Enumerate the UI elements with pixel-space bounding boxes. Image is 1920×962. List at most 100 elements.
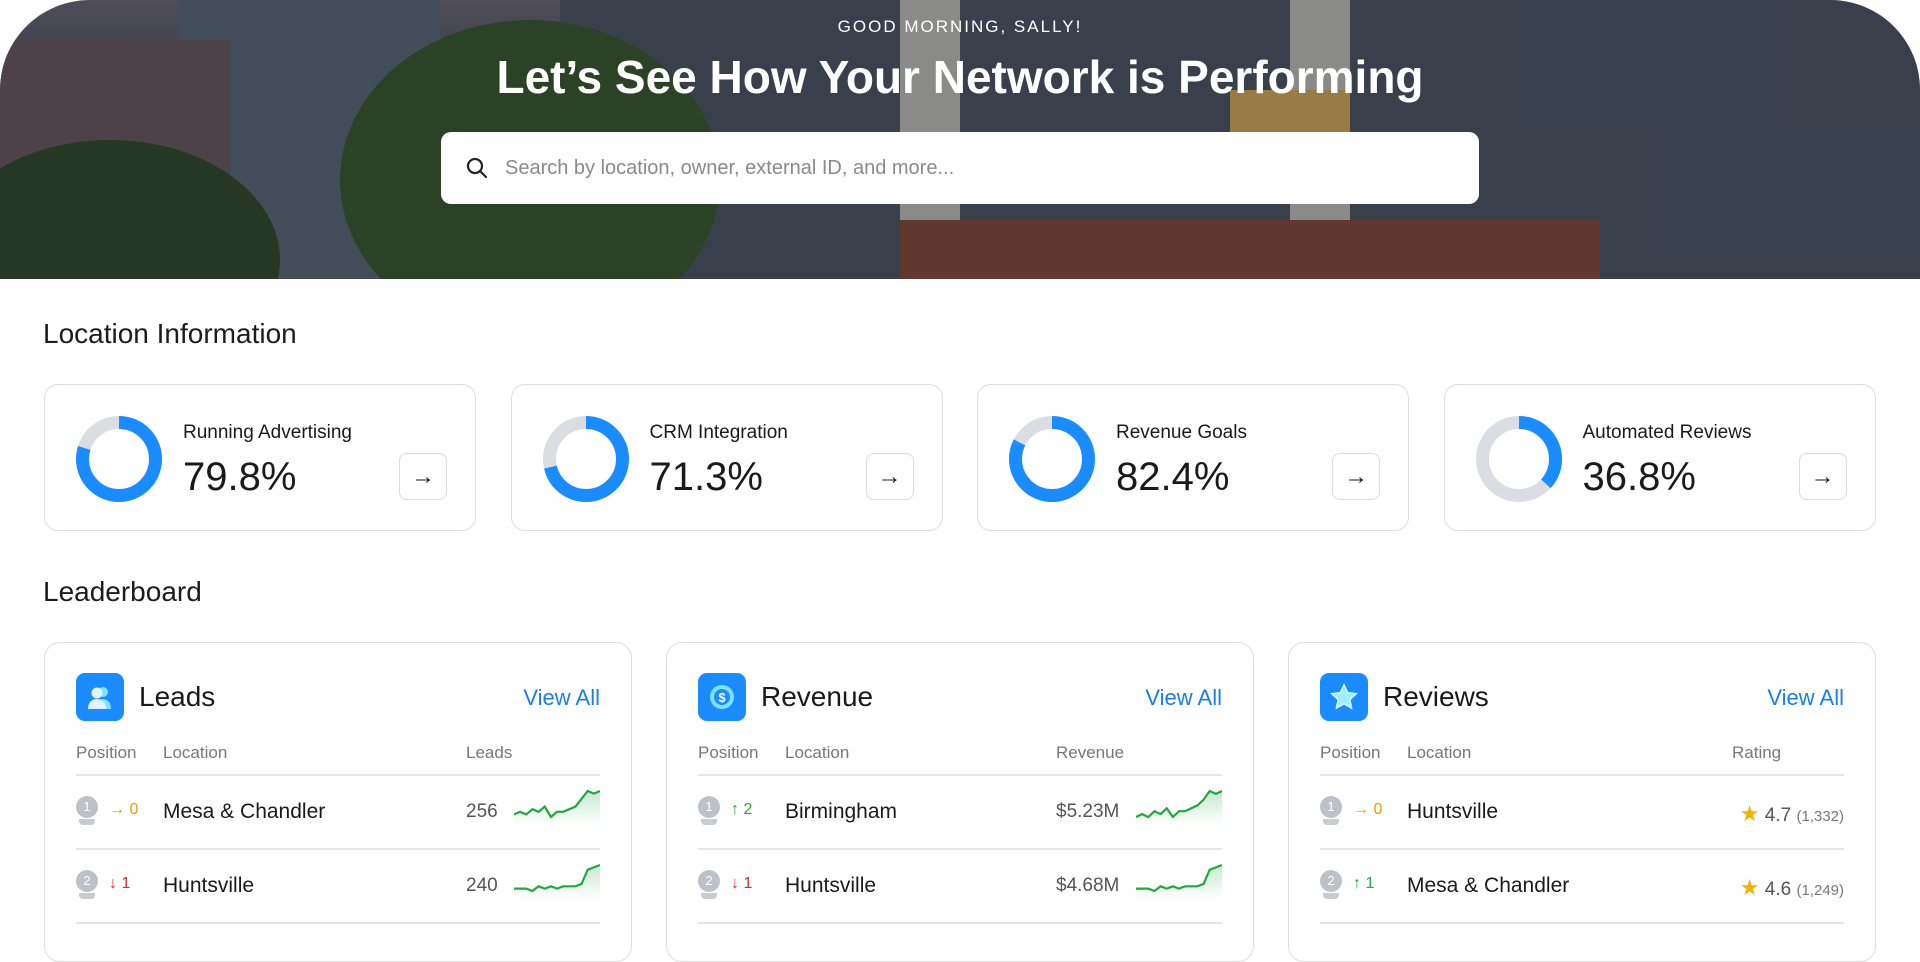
divider — [698, 848, 1222, 850]
table-row[interactable]: 2 ↑ 1 Mesa & Chandler ★ 4.6 (1,249) — [1320, 867, 1844, 907]
arrow-right-icon: → — [877, 462, 902, 490]
divider — [76, 774, 600, 776]
divider — [76, 922, 600, 924]
position-change: ↑ 1 — [1353, 875, 1375, 892]
table-row[interactable]: 2 ↓ 1 Huntsville 240 — [76, 863, 600, 907]
sparkline — [514, 863, 600, 899]
view-all-link[interactable]: View All — [1767, 685, 1844, 710]
donut-fill — [542, 416, 629, 502]
medal-icon: 1 — [1320, 796, 1344, 825]
kpi-value: 82.4% — [1116, 455, 1230, 499]
col-location: Location — [163, 743, 228, 762]
dollar-icon: $ — [698, 673, 746, 721]
users-icon — [76, 673, 124, 721]
arrow-right-icon: → — [411, 462, 435, 490]
medal-icon: 1 — [698, 796, 722, 825]
board-title: Reviews — [1383, 681, 1489, 712]
sparkline-line — [1136, 863, 1222, 893]
donut-chart — [1009, 416, 1095, 502]
divider — [1320, 922, 1844, 924]
position-change: → 0 — [1353, 801, 1383, 818]
col-position: Position — [1320, 743, 1381, 762]
col-position: Position — [76, 743, 137, 762]
col-metric: Leads — [466, 743, 513, 762]
star-icon — [1320, 673, 1368, 721]
position-change: → 0 — [109, 801, 139, 818]
kpi-label: Automated Reviews — [1582, 422, 1752, 443]
location-name: Huntsville — [163, 874, 255, 897]
donut-fill — [76, 416, 162, 502]
star-icon: ★ — [1739, 875, 1760, 900]
kpi-label: CRM Integration — [649, 422, 788, 443]
sparkline — [1136, 863, 1222, 899]
rating: ★ 4.7 (1,332) — [1739, 801, 1844, 826]
kpi-card: Running Advertising 79.8% → — [44, 384, 476, 531]
kpi-card: Automated Reviews 36.8% → — [1443, 384, 1876, 531]
kpi-value: 36.8% — [1582, 455, 1696, 499]
sparkline — [1136, 789, 1222, 825]
col-metric: Revenue — [1056, 743, 1125, 762]
position-change: ↓ 1 — [731, 875, 753, 892]
view-all-link[interactable]: View All — [523, 685, 600, 710]
metric-value: 240 — [466, 875, 498, 896]
divider — [1320, 774, 1844, 776]
metric-value: $4.68M — [1056, 875, 1120, 896]
location-information-heading: Location Information — [43, 318, 297, 349]
search-input[interactable] — [505, 156, 1405, 180]
leaderboard-heading: Leaderboard — [43, 576, 202, 607]
metric-value: 256 — [466, 801, 498, 822]
position-change: ↓ 1 — [109, 875, 131, 892]
arrow-right-button[interactable]: → — [399, 453, 447, 500]
arrow-right-icon: → — [1810, 462, 1835, 490]
position-change: ↑ 2 — [731, 801, 753, 818]
arrow-right-button[interactable]: → — [1332, 453, 1380, 500]
donut-fill — [1009, 416, 1095, 502]
table-row[interactable]: 1 → 0 Huntsville ★ 4.7 (1,332) — [1320, 793, 1844, 833]
col-metric: Rating — [1732, 743, 1782, 762]
location-name: Huntsville — [785, 874, 877, 897]
svg-text:$: $ — [718, 690, 726, 705]
kpi-value: 79.8% — [183, 455, 297, 499]
kpi-label: Running Advertising — [183, 422, 352, 443]
hero-banner: GOOD MORNING, SALLY! Let’s See How Your … — [0, 0, 1920, 279]
col-position: Position — [698, 743, 759, 762]
rating: ★ 4.6 (1,249) — [1739, 875, 1844, 900]
star-icon: ★ — [1739, 801, 1760, 826]
kpi-value: 71.3% — [649, 455, 763, 499]
leads-leaderboard: Leads View All Position Location Leads 1… — [44, 642, 632, 962]
kpi-card: CRM Integration 71.3% → — [510, 384, 943, 531]
page-title: Let’s See How Your Network is Performing — [496, 51, 1424, 103]
sparkline — [514, 789, 600, 825]
table-row[interactable]: 1 → 0 Mesa & Chandler 256 — [76, 789, 600, 833]
search-bar[interactable] — [441, 132, 1479, 204]
greeting: GOOD MORNING, SALLY! — [837, 17, 1083, 36]
sparkline-line — [1136, 789, 1222, 819]
kpi-label: Revenue Goals — [1116, 422, 1247, 443]
board-title: Revenue — [761, 681, 874, 712]
medal-icon: 2 — [698, 870, 722, 899]
medal-icon: 2 — [1320, 870, 1344, 899]
donut-chart — [1475, 416, 1562, 502]
medal-icon: 1 — [76, 796, 100, 825]
kpi-card: Revenue Goals 82.4% → — [977, 384, 1409, 531]
arrow-right-button[interactable]: → — [865, 453, 914, 500]
col-location: Location — [785, 743, 850, 762]
divider — [76, 848, 600, 850]
location-name: Mesa & Chandler — [1407, 874, 1570, 897]
table-row[interactable]: 2 ↓ 1 Huntsville $4.68M — [698, 863, 1222, 907]
sparkline-line — [514, 863, 600, 893]
arrow-right-button[interactable]: → — [1798, 453, 1847, 500]
divider — [1320, 848, 1844, 850]
location-name: Mesa & Chandler — [163, 800, 326, 823]
location-name: Huntsville — [1407, 800, 1499, 823]
divider — [698, 922, 1222, 924]
revenue-leaderboard: $ Revenue View All Position Location Rev… — [666, 642, 1254, 962]
table-row[interactable]: 1 ↑ 2 Birmingham $5.23M — [698, 789, 1222, 833]
donut-fill — [1475, 416, 1562, 502]
view-all-link[interactable]: View All — [1145, 685, 1222, 710]
divider — [698, 774, 1222, 776]
board-title: Leads — [139, 681, 216, 712]
donut-chart — [542, 416, 629, 502]
search-icon — [466, 157, 488, 179]
reviews-leaderboard: Reviews View All Position Location Ratin… — [1288, 642, 1876, 962]
